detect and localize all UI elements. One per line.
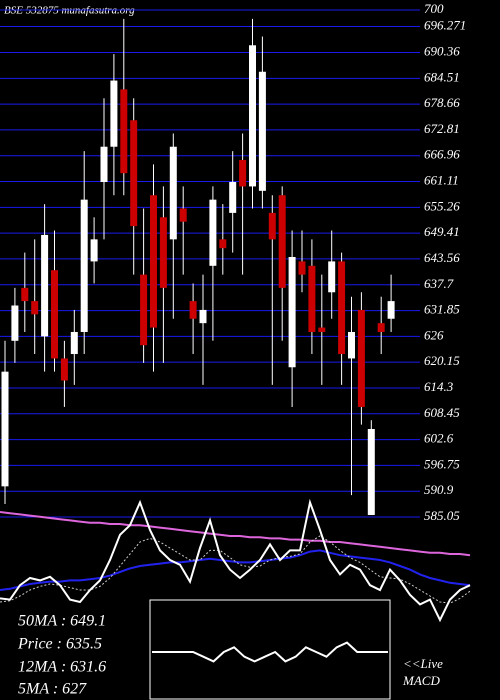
candle-body xyxy=(239,159,247,187)
candle-body xyxy=(41,234,49,337)
indicator-line xyxy=(0,498,471,623)
candle-body xyxy=(159,217,167,288)
candle-body xyxy=(219,239,227,249)
y-tick-label: 631.85 xyxy=(424,302,460,317)
macd-label: <<Live MACD xyxy=(402,656,443,688)
candle-body xyxy=(387,301,395,319)
candle-body xyxy=(308,265,316,332)
y-tick-label: 614.3 xyxy=(424,379,454,394)
candle-body xyxy=(348,331,355,359)
y-tick-label: 620.15 xyxy=(424,353,460,368)
candle-body xyxy=(130,120,138,227)
y-tick-label: 678.66 xyxy=(424,95,460,110)
y-tick-label: 608.45 xyxy=(424,405,460,420)
candle-body xyxy=(51,270,58,359)
candle-body xyxy=(258,71,266,191)
y-tick-label: 661.11 xyxy=(424,173,459,188)
y-tick-label: 596.75 xyxy=(424,456,460,471)
y-tick-label: 684.51 xyxy=(424,69,460,84)
candle-body xyxy=(150,195,157,328)
candle-body xyxy=(338,261,346,355)
macd-box xyxy=(149,599,391,700)
y-tick-label: 690.36 xyxy=(424,44,460,59)
candle-body xyxy=(179,208,187,222)
macd-label-word: <<Live xyxy=(403,656,443,671)
candle-body xyxy=(189,301,197,319)
macd-label-word: MACD xyxy=(402,673,440,688)
candle-body xyxy=(278,195,286,288)
candle-body xyxy=(367,429,375,516)
info-text: 50MA : 649.1 xyxy=(18,613,106,630)
candle-body xyxy=(249,45,256,187)
candle-body xyxy=(318,327,326,332)
info-text: 5MA : 627 xyxy=(18,681,87,698)
candle-body xyxy=(169,146,177,240)
candle-body xyxy=(288,256,296,368)
candle-body xyxy=(100,146,108,183)
indicator-line xyxy=(0,511,471,557)
y-tick-label: 696.271 xyxy=(424,17,466,32)
candle-body xyxy=(90,239,98,262)
candle-body xyxy=(60,358,68,381)
y-tick-label: 700 xyxy=(424,1,444,16)
candle-body xyxy=(357,309,365,407)
info-text: Price : 635.5 xyxy=(17,636,102,653)
candle-body xyxy=(80,199,88,332)
candle-body xyxy=(120,89,128,174)
y-tick-label: 585.05 xyxy=(424,508,460,523)
macd-line xyxy=(152,641,388,663)
candle-body xyxy=(328,261,336,293)
y-tick-label: 637.7 xyxy=(424,276,454,291)
candle-body xyxy=(140,274,148,346)
indicator-line xyxy=(0,535,471,604)
y-tick-label: 590.9 xyxy=(424,482,454,497)
candle-body xyxy=(377,323,385,332)
candle-body xyxy=(21,287,29,302)
y-tick-label: 666.96 xyxy=(424,147,460,162)
macd-label-text: <<Live MACD xyxy=(402,656,443,688)
candle-body xyxy=(110,80,118,147)
candle-body xyxy=(298,261,306,275)
y-tick-label: 643.56 xyxy=(424,250,460,265)
candle-body xyxy=(31,301,39,315)
chart-title: BSE 532875 munafasutra.org xyxy=(4,5,135,17)
y-tick-label: 655.26 xyxy=(424,198,460,213)
y-tick-label: 626 xyxy=(424,327,444,342)
candle-body xyxy=(1,371,9,487)
candle-body xyxy=(199,309,207,324)
candle-body xyxy=(268,212,276,240)
info-text: 12MA : 631.6 xyxy=(18,659,106,676)
y-tick-label: 649.41 xyxy=(424,224,460,239)
candle-body xyxy=(70,331,78,355)
y-tick-label: 602.6 xyxy=(424,431,454,446)
y-tick-label: 672.81 xyxy=(424,121,460,136)
candle-body xyxy=(209,199,217,266)
candle-body xyxy=(11,305,19,341)
candle-body xyxy=(229,182,237,213)
